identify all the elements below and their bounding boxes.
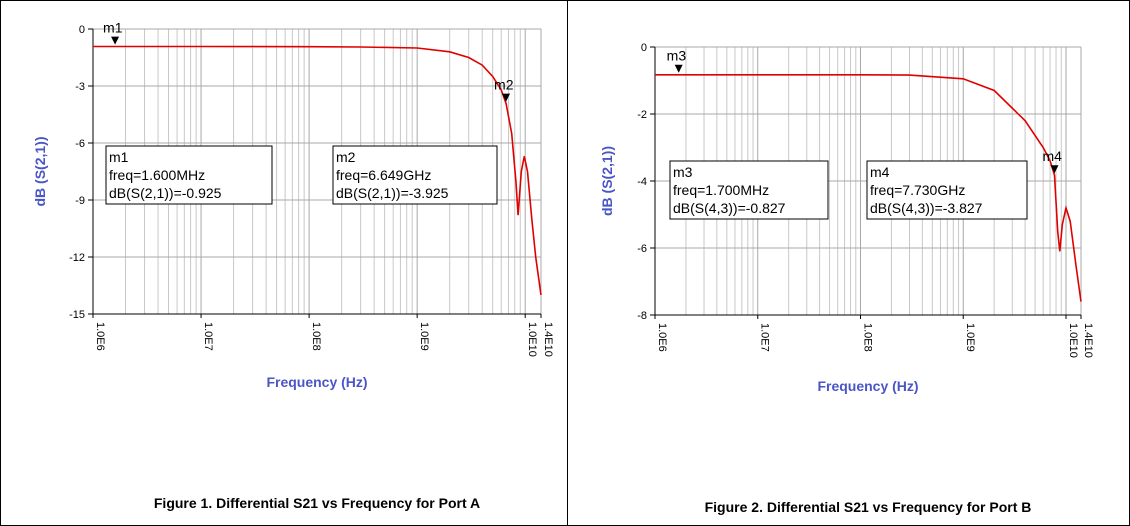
x-tick-label: 1.0E7	[202, 322, 214, 351]
marker-box-name: m4	[870, 164, 890, 180]
marker-box-line: dB(S(2,1))=-0.925	[109, 185, 222, 201]
figure-caption: Figure 1. Differential S21 vs Frequency …	[154, 495, 480, 511]
marker-box	[669, 160, 829, 220]
marker	[111, 36, 120, 45]
x-tick-label: 1.0E6	[94, 322, 106, 351]
marker-box	[105, 145, 273, 205]
marker	[1050, 165, 1059, 174]
x-tick-label: 1.0E9	[964, 323, 976, 352]
y-axis-label: dB (S(2,1))	[599, 146, 615, 216]
x-tick-label: 1.0E10	[1067, 323, 1079, 358]
marker-name: m1	[103, 20, 123, 36]
marker	[674, 64, 683, 73]
x-tick-label: 1.0E9	[418, 322, 430, 351]
x-axis-label: Frequency (Hz)	[266, 374, 367, 390]
y-axis-label: dB (S(2,1))	[32, 137, 48, 207]
y-tick-label: -2	[637, 109, 647, 121]
series-line	[655, 74, 1082, 302]
x-tick-label: 1.4E10	[542, 322, 554, 357]
marker	[502, 93, 511, 102]
y-tick-label: 0	[79, 24, 85, 36]
marker-box	[332, 145, 498, 205]
x-tick-label: 1.0E8	[310, 322, 322, 351]
marker-box-name: m3	[673, 164, 693, 180]
x-tick-label: 1.0E10	[526, 322, 538, 357]
y-tick-label: 0	[641, 42, 647, 54]
y-tick-label: -12	[69, 252, 85, 264]
marker-box-name: m1	[109, 149, 129, 165]
marker-box-name: m2	[336, 149, 356, 165]
x-tick-label: 1.0E6	[656, 323, 668, 352]
y-tick-label: -3	[75, 81, 85, 93]
marker-box-line: freq=1.600MHz	[109, 167, 205, 183]
marker-box-line: freq=1.700MHz	[673, 182, 769, 198]
y-tick-label: -9	[75, 195, 85, 207]
marker-box-line: dB(S(4,3))=-0.827	[673, 200, 786, 216]
x-axis-label: Frequency (Hz)	[817, 378, 918, 394]
figure-caption: Figure 2. Differential S21 vs Frequency …	[705, 499, 1032, 515]
y-tick-label: -8	[637, 310, 647, 322]
y-tick-label: -6	[75, 138, 85, 150]
y-tick-label: -4	[637, 176, 647, 188]
x-tick-label: 1.4E10	[1082, 323, 1094, 358]
marker-box-line: dB(S(4,3))=-3.827	[870, 200, 983, 216]
y-tick-label: -6	[637, 243, 647, 255]
marker-box-line: freq=6.649GHz	[336, 167, 431, 183]
x-tick-label: 1.0E8	[861, 323, 873, 352]
marker-box	[866, 160, 1028, 220]
x-tick-label: 1.0E7	[759, 323, 771, 352]
marker-name: m4	[1042, 148, 1062, 164]
marker-box-line: dB(S(2,1))=-3.925	[336, 185, 449, 201]
marker-name: m2	[494, 77, 514, 93]
y-tick-label: -15	[69, 309, 85, 321]
marker-box-line: freq=7.730GHz	[870, 182, 965, 198]
marker-name: m3	[667, 48, 687, 64]
